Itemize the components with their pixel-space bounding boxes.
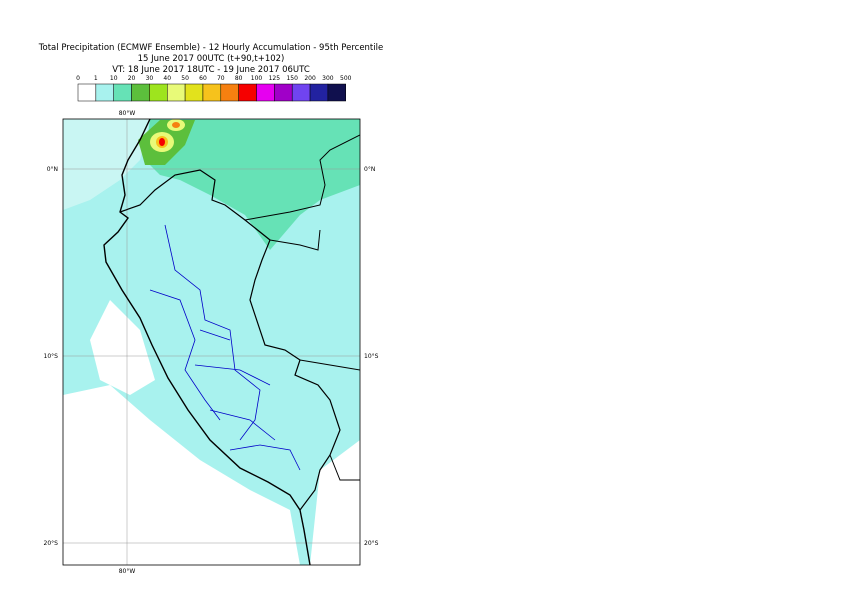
heavy-precip [172, 122, 180, 128]
lat-label: 10°S [364, 353, 379, 360]
legend-label: 30 [146, 75, 154, 82]
lon-label: 80°W [119, 568, 136, 575]
legend-label: 20 [128, 75, 136, 82]
legend-swatch [131, 83, 150, 102]
legend-swatch [95, 83, 114, 102]
legend-label: 70 [217, 75, 225, 82]
lat-label: 10°S [44, 353, 59, 360]
no-precip-area [63, 385, 300, 565]
light-area [63, 119, 150, 210]
legend-swatch [113, 83, 132, 102]
legend-swatch [220, 83, 239, 102]
legend-swatch [291, 83, 311, 102]
coastline [103, 119, 311, 565]
legend-swatch [184, 83, 204, 102]
legend-swatch [309, 83, 329, 102]
legend-swatch [167, 83, 186, 102]
legend-label: 1 [94, 75, 98, 82]
legend-label: 100 [251, 75, 263, 82]
legend-label: 150 [286, 75, 298, 82]
legend-swatch [238, 83, 257, 102]
legend-label: 50 [181, 75, 189, 82]
title-line: 15 June 2017 00UTC (t+90,t+102) [138, 54, 285, 64]
region-border [149, 224, 301, 471]
lat-label: 20°S [44, 540, 59, 547]
map-frame [62, 118, 361, 566]
legend-swatch [256, 83, 275, 102]
legend-swatch [327, 83, 346, 102]
legend-label: 200 [304, 75, 316, 82]
title-line: Total Precipitation (ECMWF Ensemble) - 1… [38, 43, 383, 53]
title-line: VT: 18 June 2017 18UTC - 19 June 2017 06… [112, 65, 310, 75]
no-precip-area [90, 300, 155, 395]
legend: 0 1 10 20 30 40 50 60 70 80 100 125 150 200 300 500 [76, 75, 352, 102]
moderate-precip [145, 119, 360, 250]
legend-label: 80 [235, 75, 243, 82]
lat-label: 0°N [47, 166, 58, 173]
legend-label: 40 [163, 75, 171, 82]
legend-swatch [77, 83, 97, 102]
lon-label: 80°W [119, 110, 136, 117]
legend-label: 60 [199, 75, 207, 82]
no-precip-area [310, 440, 360, 565]
map [63, 119, 360, 565]
legend-label: 0 [76, 75, 80, 82]
lat-label: 20°S [364, 540, 379, 547]
legend-label: 300 [322, 75, 334, 82]
graticule [63, 119, 360, 565]
legend-swatch [202, 83, 222, 102]
legend-swatch [149, 83, 168, 102]
lat-label: 0°N [364, 166, 375, 173]
country-border [244, 134, 360, 481]
legend-label: 500 [340, 75, 352, 82]
legend-swatch [274, 83, 293, 102]
legend-label: 10 [110, 75, 118, 82]
heavy-precip [159, 138, 165, 146]
legend-label: 125 [269, 75, 281, 82]
peru-border [119, 169, 341, 511]
